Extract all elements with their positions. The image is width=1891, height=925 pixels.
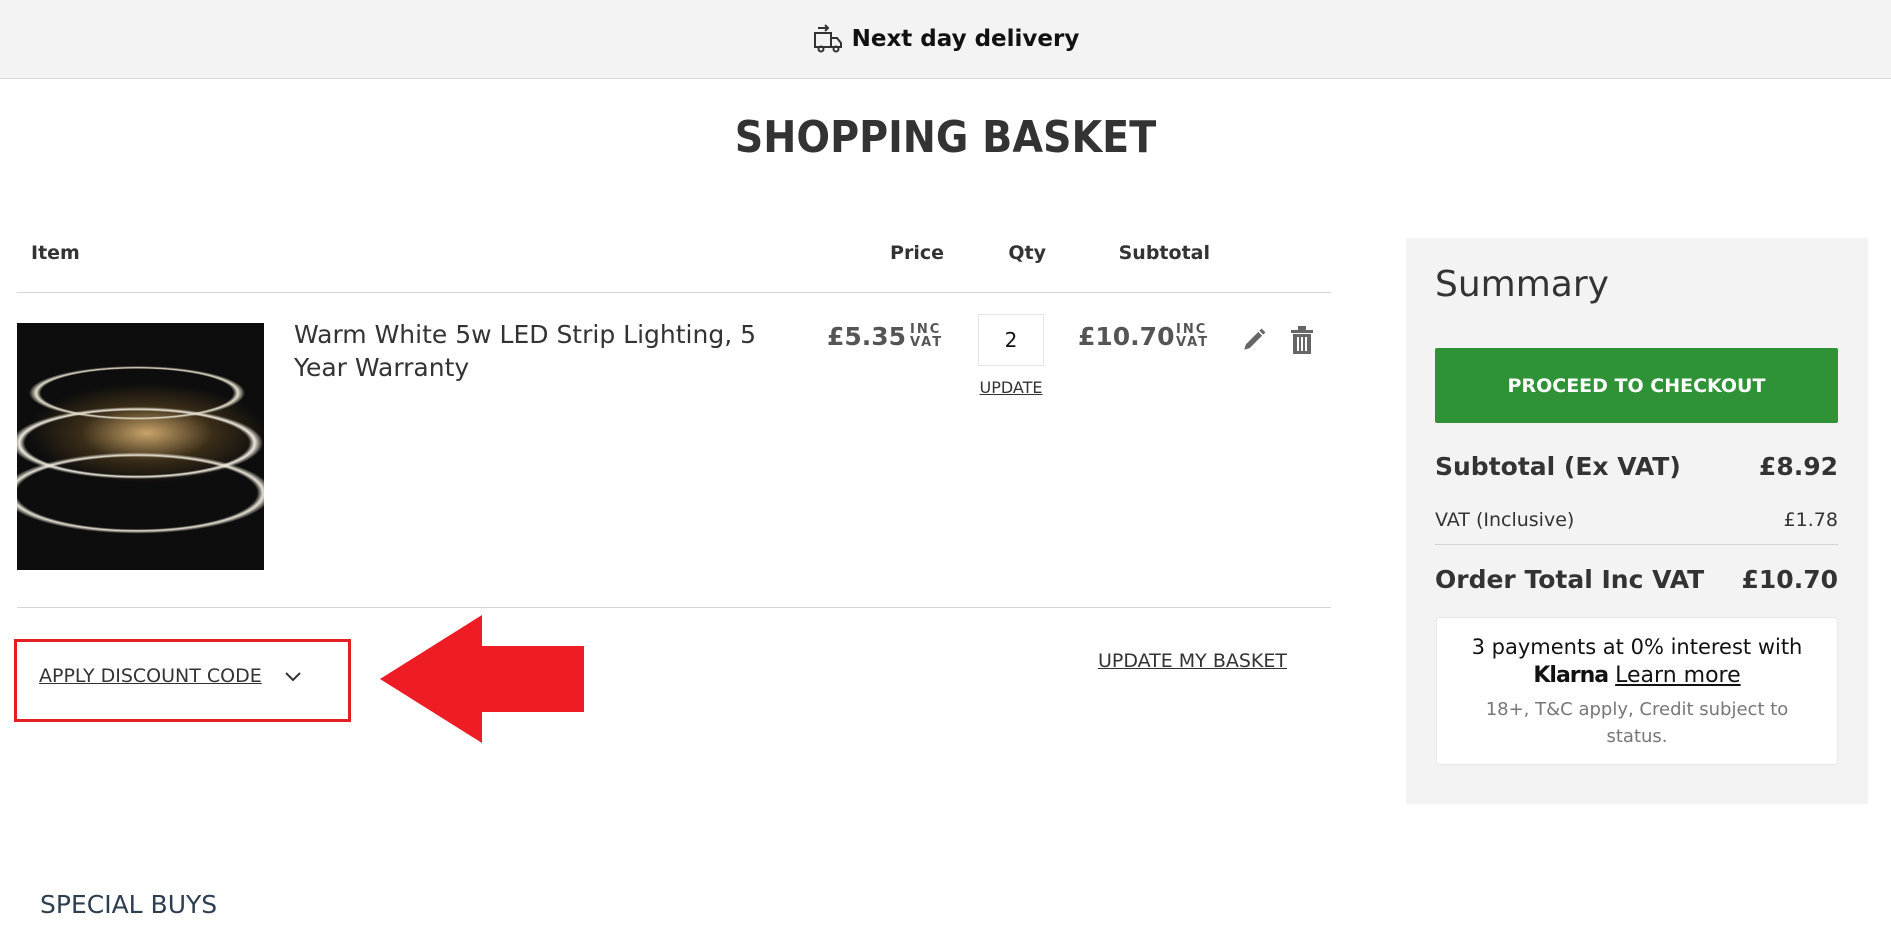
divider — [1435, 544, 1838, 545]
delivery-text: Next day delivery — [851, 26, 1080, 52]
unit-price: £5.35 — [827, 322, 907, 351]
update-basket-link[interactable]: UPDATE MY BASKET — [1097, 650, 1287, 672]
apply-discount-toggle[interactable]: APPLY DISCOUNT CODE — [39, 665, 302, 687]
quantity-input[interactable]: 2 — [978, 314, 1044, 366]
header-qty: Qty — [1008, 242, 1046, 264]
klarna-learn-more-link[interactable]: Learn more — [1615, 663, 1741, 688]
summary-title: Summary — [1435, 264, 1609, 305]
price-tax-label: INC VAT — [910, 322, 944, 350]
klarna-text: 3 payments at 0% interest with — [1471, 635, 1803, 659]
product-image[interactable] — [17, 323, 264, 570]
klarna-terms: 18+, T&C apply, Credit subject to status… — [1485, 699, 1789, 747]
annotation-arrow-icon — [380, 615, 584, 743]
header-subtotal: Subtotal — [1118, 242, 1210, 264]
apply-discount-label[interactable]: APPLY DISCOUNT CODE — [39, 665, 262, 687]
delivery-banner: Next day delivery — [0, 0, 1891, 79]
header-price: Price — [890, 242, 944, 264]
summary-total-row: Order Total Inc VAT £10.70 — [1435, 565, 1838, 594]
summary-subtotal-row: Subtotal (Ex VAT) £8.92 — [1435, 452, 1838, 481]
trash-icon[interactable] — [1290, 326, 1314, 354]
klarna-promo: 3 payments at 0% interest with Klarna Le… — [1436, 617, 1838, 765]
update-qty-link[interactable]: UPDATE — [979, 378, 1043, 397]
subtotal-tax-label: INC VAT — [1176, 322, 1210, 350]
row-subtotal: £10.70 — [1078, 322, 1175, 351]
product-name[interactable]: Warm White 5w LED Strip Lighting, 5 Year… — [294, 320, 756, 382]
divider — [17, 292, 1331, 293]
proceed-to-checkout-button[interactable]: PROCEED TO CHECKOUT — [1435, 348, 1838, 423]
special-buys-heading: SPECIAL BUYS — [40, 890, 218, 919]
annotation-highlight-box — [14, 639, 351, 722]
chevron-down-icon — [285, 672, 301, 682]
edit-pencil-icon[interactable] — [1241, 327, 1267, 353]
divider — [17, 607, 1331, 608]
truck-icon — [813, 24, 842, 53]
klarna-logo: Klarna — [1533, 663, 1609, 688]
summary-vat-row: VAT (Inclusive) £1.78 — [1435, 509, 1838, 531]
header-item: Item — [31, 242, 80, 264]
page-title: SHOPPING BASKET — [734, 112, 1157, 163]
